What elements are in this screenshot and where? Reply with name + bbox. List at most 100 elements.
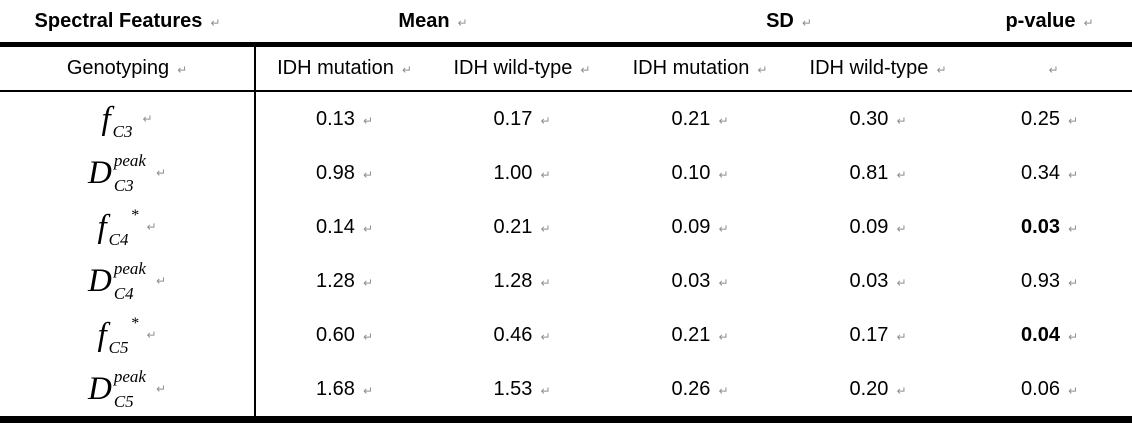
paragraph-mark-icon: ↵ (718, 113, 729, 128)
paragraph-mark-icon: ↵ (362, 275, 373, 290)
table-subheader-row: Genotyping ↵ IDH mutation ↵ IDH wild-type ↵… (0, 44, 1132, 92)
cell-sd-idh-mutation: 0.21 ↵ (671, 107, 729, 130)
subheader-sd-idh-wildtype: IDH wild-type ↵ (789, 44, 968, 92)
col-header-spectral-features: Spectral Features ↵ (0, 0, 255, 47)
cell-sd-idh-mutation: 0.09 ↵ (671, 215, 729, 238)
cell-sd-idh-wildtype: 0.17 ↵ (849, 323, 907, 346)
cell-mean-idh-wildtype: 1.53 ↵ (433, 362, 611, 423)
subheader-mean-idh-mutation: IDH mutation ↵ (255, 44, 433, 92)
cell-mean-idh-mutation: 1.28 ↵ (316, 269, 373, 292)
cell-p-value: 0.93 ↵ (1021, 269, 1079, 292)
cell-sd-idh-wildtype: 0.20 ↵ (789, 362, 968, 423)
paragraph-mark-icon: ↵ (540, 113, 551, 128)
col-header-label: Spectral Features (34, 9, 203, 32)
cell-mean-idh-wildtype: 1.28 ↵ (493, 269, 551, 292)
paragraph-mark-icon: ↵ (362, 221, 373, 236)
paragraph-mark-icon: ↵ (540, 221, 551, 236)
cell-mean-idh-wildtype: 0.17 ↵ (493, 107, 551, 130)
table-row: D peak C5 ↵ 1.68 ↵ 1.53 ↵ 0.26 ↵ 0.20 ↵ 0.06… (0, 362, 1132, 423)
table-group-header-row: Spectral Features ↵ Mean ↵ SD ↵ p-value ↵ (0, 0, 1132, 47)
cell-mean-idh-mutation: 0.60 ↵ (316, 323, 373, 346)
cell-p-value: 0.03 ↵ (1021, 215, 1079, 238)
feature-label-cell: D peak C4 ↵ (0, 254, 256, 308)
feature-math-label: D peak C3 ↵ (88, 151, 166, 195)
paragraph-mark-icon: ↵ (1083, 15, 1094, 30)
col-header-mean: Mean ↵ (255, 0, 611, 47)
paragraph-mark-icon: ↵ (896, 221, 907, 236)
table-row: D peak C4 ↵ 1.28 ↵ 1.28 ↵ 0.03 ↵ 0.03 ↵ 0.93… (0, 254, 1132, 308)
math-superscript: peak (113, 259, 146, 278)
paragraph-mark-icon: ↵ (896, 383, 907, 398)
math-scripts: C5 (109, 314, 129, 356)
col-header-label: SD (766, 9, 794, 32)
cell-mean-idh-mutation: 0.13 ↵ (316, 107, 373, 130)
feature-label-cell: D peak C5 ↵ (0, 362, 256, 423)
feature-label-cell: f C5 * ↵ (0, 308, 256, 362)
cell-p-value: 0.34 ↵ (1021, 161, 1079, 184)
math-subscript: C4 (113, 284, 134, 303)
paragraph-mark-icon: ↵ (146, 328, 157, 342)
paragraph-mark-icon: ↵ (718, 329, 729, 344)
paragraph-mark-icon: ↵ (540, 329, 551, 344)
paragraph-mark-icon: ↵ (1048, 63, 1059, 77)
subheader-mean-idh-wildtype: IDH wild-type ↵ (433, 44, 611, 92)
paragraph-mark-icon: ↵ (757, 63, 768, 77)
feature-label-cell: f C4 * ↵ (0, 200, 256, 254)
significance-asterisk: * (130, 207, 139, 224)
math-superscript: peak (113, 367, 146, 386)
paragraph-mark-icon: ↵ (177, 63, 188, 77)
math-scripts: C4 (109, 206, 129, 248)
paragraph-mark-icon: ↵ (155, 166, 166, 180)
significance-asterisk: * (130, 315, 139, 332)
cell-mean-idh-mutation: 0.14 ↵ (316, 215, 373, 238)
paragraph-mark-icon: ↵ (362, 383, 373, 398)
paragraph-mark-icon: ↵ (457, 15, 468, 30)
paragraph-mark-icon: ↵ (580, 63, 591, 77)
paragraph-mark-icon: ↵ (718, 383, 729, 398)
paragraph-mark-icon: ↵ (718, 275, 729, 290)
table-row: f C4 * ↵ 0.14 ↵ 0.21 ↵ 0.09 ↵ 0.09 ↵ 0.03 ↵ (0, 200, 1132, 254)
col-header-label: Mean (398, 9, 450, 32)
cell-sd-idh-wildtype: 0.81 ↵ (849, 161, 907, 184)
paragraph-mark-icon: ↵ (540, 167, 551, 182)
paragraph-mark-icon: ↵ (718, 167, 729, 182)
paragraph-mark-icon: ↵ (896, 167, 907, 182)
paragraph-mark-icon: ↵ (362, 113, 373, 128)
math-superscript: peak (113, 151, 146, 170)
cell-sd-idh-mutation: 0.10 ↵ (671, 161, 729, 184)
cell-mean-idh-wildtype: 1.00 ↵ (493, 161, 551, 184)
paragraph-mark-icon: ↵ (1067, 113, 1079, 128)
feature-label-cell: D peak C3 ↵ (0, 146, 256, 200)
paragraph-mark-icon: ↵ (1067, 383, 1079, 398)
math-scripts: peak C3 (114, 152, 146, 194)
feature-label-cell: f C3 ↵ (0, 91, 256, 146)
math-subscript: C5 (113, 392, 134, 411)
math-scripts: peak C4 (114, 260, 146, 302)
paragraph-mark-icon: ↵ (801, 15, 812, 30)
cell-sd-idh-wildtype: 0.30 ↵ (849, 107, 907, 130)
cell-p-value: 0.06 ↵ (967, 362, 1132, 423)
paragraph-mark-icon: ↵ (142, 112, 153, 126)
feature-math-label: D peak C4 ↵ (88, 259, 166, 303)
cell-mean-idh-mutation: 0.98 ↵ (316, 161, 373, 184)
math-subscript: C3 (112, 122, 133, 141)
paragraph-mark-icon: ↵ (362, 329, 373, 344)
table-row: D peak C3 ↵ 0.98 ↵ 1.00 ↵ 0.10 ↵ 0.81 ↵ 0.34… (0, 146, 1132, 200)
cell-sd-idh-mutation: 0.21 ↵ (671, 323, 729, 346)
paragraph-mark-icon: ↵ (1067, 167, 1079, 182)
feature-math-label: f C4 * ↵ (97, 206, 157, 249)
paragraph-mark-icon: ↵ (540, 275, 551, 290)
math-subscript: C3 (113, 176, 134, 195)
paragraph-mark-icon: ↵ (540, 383, 551, 398)
math-subscript: C4 (108, 230, 129, 249)
subheader-genotyping: Genotyping ↵ (0, 44, 256, 92)
paragraph-mark-icon: ↵ (362, 167, 373, 182)
paragraph-mark-icon: ↵ (896, 275, 907, 290)
paragraph-mark-icon: ↵ (1067, 275, 1079, 290)
paragraph-mark-icon: ↵ (718, 221, 729, 236)
cell-p-value: 0.04 ↵ (1021, 323, 1079, 346)
paragraph-mark-icon: ↵ (1067, 221, 1079, 236)
col-header-pvalue: p-value ↵ (967, 0, 1132, 47)
cell-sd-idh-wildtype: 0.03 ↵ (849, 269, 907, 292)
